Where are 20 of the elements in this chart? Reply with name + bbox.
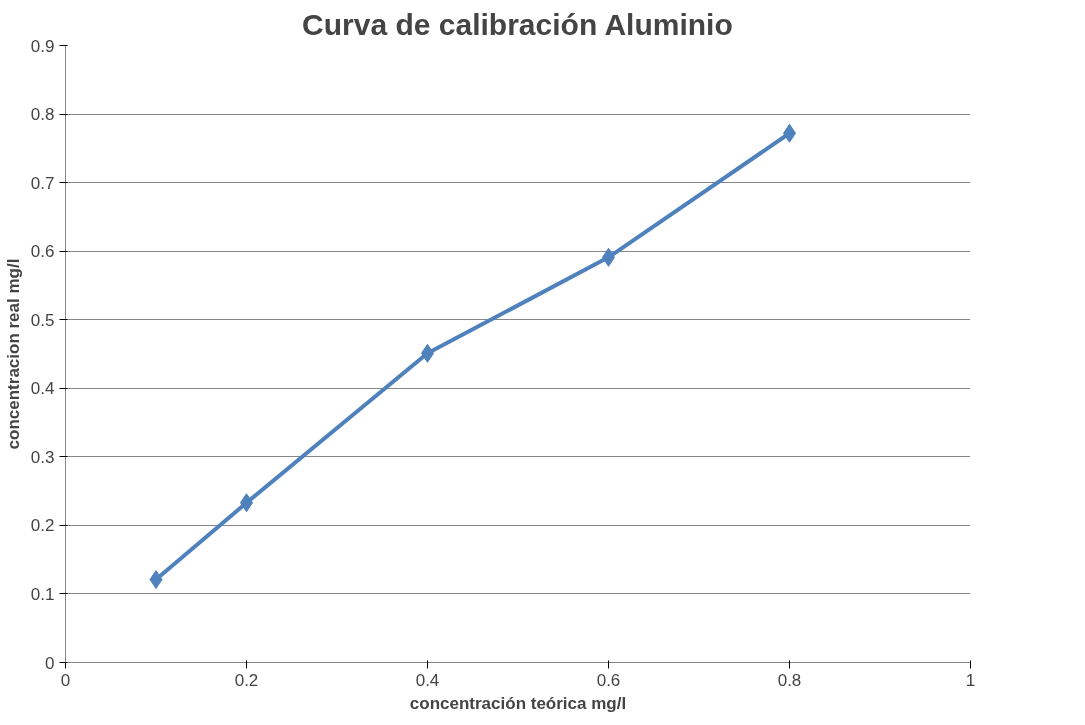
x-tick-label: 0.2 (234, 670, 259, 690)
y-tick-label: 0.8 (30, 105, 55, 125)
x-tick-label: 0 (60, 670, 71, 690)
y-tick-label: 0.7 (30, 173, 55, 193)
x-tick-label: 0.6 (596, 670, 621, 690)
y-axis-title: concentracion real mg/l (3, 258, 23, 450)
y-tick-label: 0.3 (30, 447, 55, 467)
y-tick-label: 0.2 (30, 516, 55, 536)
y-tick-label: 0.6 (30, 242, 55, 262)
x-tick-label: 0.4 (415, 670, 440, 690)
y-tick-label: 0.9 (30, 36, 55, 56)
point (149, 570, 163, 590)
y-tick-label: 0.4 (30, 379, 55, 399)
y-tick-label: 0 (45, 653, 55, 673)
y-tick-label: 0.1 (30, 584, 55, 604)
chart-title: Curva de calibración Aluminio (302, 7, 733, 41)
x-axis-title: concentración teórica mg/l (409, 693, 627, 713)
x-tick-label: 0.8 (777, 670, 802, 690)
y-tick-label: 0.5 (30, 310, 55, 330)
x-tick-label: 1 (965, 670, 976, 690)
